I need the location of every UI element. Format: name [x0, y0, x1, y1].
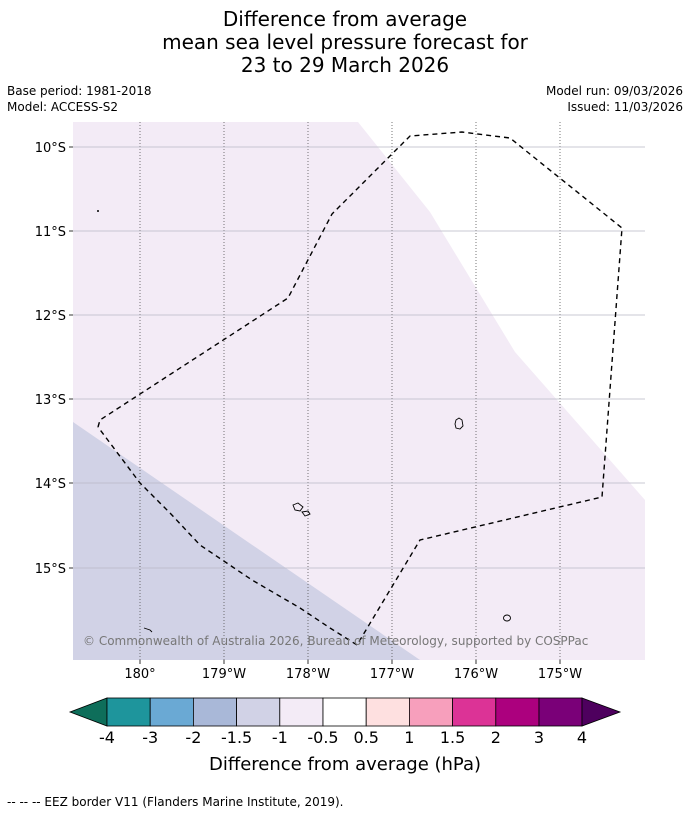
island-east: [503, 614, 511, 622]
title-line-1: Difference from average: [222, 7, 468, 31]
map-area: © Commonwealth of Australia 2026, Bureau…: [73, 122, 645, 660]
lat-label-13s: 13°S: [35, 393, 66, 408]
field-minus1-5-to-minus1: [73, 422, 420, 660]
lat-label-11s: 11°S: [35, 225, 66, 240]
island-north-west: [97, 210, 99, 212]
lon-label-180: 180°: [124, 667, 155, 682]
colorbar-segment-5: [279, 697, 324, 727]
tick-label: -2: [185, 728, 201, 747]
tick-label: 3: [534, 728, 544, 747]
tick-label: -1.5: [221, 728, 252, 747]
eez-border: [97, 131, 623, 646]
map-title: Difference from average mean sea level p…: [0, 8, 690, 77]
latitude-labels: 10°S 11°S 12°S 13°S 14°S 15°S: [35, 141, 66, 577]
island-wallis: [454, 417, 464, 430]
tick-label: -3: [142, 728, 158, 747]
colorbar-segment-9: [452, 697, 497, 727]
island-futuna: [292, 502, 304, 512]
issued-date: Issued: 11/03/2026: [567, 100, 683, 114]
colorbar-segment-8: [408, 697, 453, 727]
lat-label-12s: 12°S: [35, 309, 66, 324]
title-line-3: 23 to 29 March 2026: [240, 53, 450, 77]
colorbar-segment-6: [322, 697, 367, 727]
axis-ticks: [69, 146, 561, 664]
colorbar-title: Difference from average (hPa): [209, 754, 481, 775]
base-period: Base period: 1981-2018: [7, 84, 152, 98]
tick-label: 0.5: [353, 728, 378, 747]
colorbar-segment-7: [365, 697, 410, 727]
lat-label-10s: 10°S: [35, 141, 66, 156]
colorbar-segment-1: [106, 697, 151, 727]
lat-label-14s: 14°S: [35, 477, 66, 492]
colorbar-segment-2: [149, 697, 194, 727]
colorbar-segment-10: [495, 697, 540, 727]
colorbar: [68, 697, 622, 727]
lat-label-15s: 15°S: [35, 562, 66, 577]
colorbar-tick-labels: -4 -3 -2 -1.5 -1 -0.5 0.5 1 1.5 2 3 4: [99, 728, 587, 747]
tick-label: 2: [491, 728, 501, 747]
tick-label: -0.5: [307, 728, 338, 747]
colorbar-segment-3: [192, 697, 237, 727]
lon-label-175w: 175°W: [538, 667, 582, 682]
longitude-labels: 180° 179°W 178°W 177°W 176°W 175°W: [124, 667, 582, 682]
tick-label: 1: [404, 728, 414, 747]
island-south-west: [143, 627, 153, 633]
model-run: Model run: 09/03/2026: [545, 84, 683, 98]
meta-right: Model run: 09/03/2026 Issued: 11/03/2026: [546, 83, 683, 115]
tick-label: 1.5: [440, 728, 465, 747]
colorbar-extend-high: [581, 697, 622, 727]
eez-footnote: -- -- -- EEZ border V11 (Flanders Marine…: [7, 795, 344, 809]
model-name: Model: ACCESS-S2: [7, 100, 119, 114]
colorbar-extend-low: [68, 697, 108, 727]
lon-label-179w: 179°W: [202, 667, 246, 682]
tick-label: 4: [577, 728, 587, 747]
meta-left: Base period: 1981-2018 Model: ACCESS-S2: [7, 83, 152, 115]
island-alofi: [301, 510, 311, 517]
tick-label: -4: [99, 728, 115, 747]
colorbar-segment-4: [236, 697, 281, 727]
map-copyright: © Commonwealth of Australia 2026, Bureau…: [83, 634, 588, 648]
tick-label: -1: [272, 728, 288, 747]
title-line-2: mean sea level pressure forecast for: [162, 30, 528, 54]
lon-label-178w: 178°W: [286, 667, 330, 682]
lon-label-176w: 176°W: [454, 667, 498, 682]
colorbar-segment-11: [538, 697, 583, 727]
latitude-gridlines: [73, 146, 645, 569]
lon-label-177w: 177°W: [370, 667, 414, 682]
